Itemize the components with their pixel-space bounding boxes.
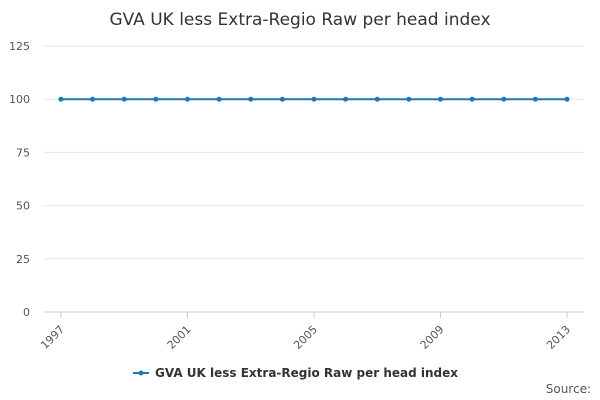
data-point[interactable]: [248, 96, 254, 102]
legend[interactable]: GVA UK less Extra-Regio Raw per head ind…: [133, 366, 458, 380]
data-point[interactable]: [343, 96, 349, 102]
y-tick-label: 125: [9, 40, 30, 53]
data-point[interactable]: [438, 96, 443, 102]
data-point[interactable]: [406, 96, 412, 102]
data-point[interactable]: [532, 96, 538, 102]
y-tick-label: 25: [16, 253, 30, 266]
y-tick-label: 50: [16, 200, 30, 213]
data-point[interactable]: [185, 96, 190, 102]
data-point[interactable]: [374, 96, 380, 102]
y-axis: 0 25 50 75 100 125: [9, 40, 30, 319]
data-point[interactable]: [121, 96, 127, 102]
data-point[interactable]: [90, 96, 96, 102]
chart-title: GVA UK less Extra-Regio Raw per head ind…: [109, 10, 490, 30]
legend-label: GVA UK less Extra-Regio Raw per head ind…: [155, 366, 458, 380]
x-tick-label: 2013: [544, 323, 573, 352]
y-tick-label: 0: [23, 306, 30, 319]
y-tick-label: 75: [16, 146, 30, 159]
x-tick-label: 1997: [38, 323, 67, 352]
series-group: [58, 96, 570, 102]
x-axis: 1997 2001 2005 2009 2013: [38, 311, 584, 352]
y-grid: [44, 45, 584, 313]
data-point[interactable]: [279, 96, 285, 102]
x-tick-label: 2005: [291, 323, 320, 352]
data-point[interactable]: [311, 96, 317, 102]
x-tick-label: 2009: [418, 323, 447, 352]
data-point[interactable]: [58, 96, 64, 102]
x-tick-label: 2001: [165, 323, 194, 352]
data-point[interactable]: [564, 96, 570, 102]
source-label: Source:: [546, 382, 591, 396]
data-point[interactable]: [501, 96, 507, 102]
data-point[interactable]: [216, 96, 222, 102]
y-tick-label: 100: [9, 93, 30, 106]
data-point[interactable]: [153, 96, 159, 102]
legend-marker-swatch: [138, 370, 144, 376]
data-point[interactable]: [469, 96, 475, 102]
